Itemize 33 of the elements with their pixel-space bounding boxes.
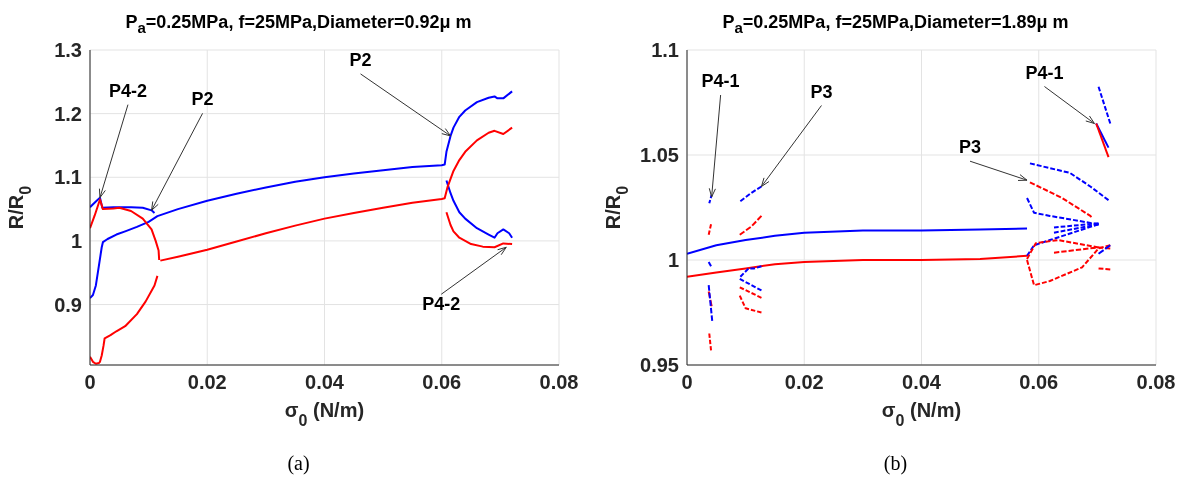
x-tick-label: 0.04	[305, 371, 345, 394]
x-axis-title: σ$_{0}$ (N/m)	[881, 399, 962, 429]
chart-title: P$_{a}$=0.25MPa, f=25MPa,Diameter=1.89μ m	[721, 12, 1070, 36]
x-axis-title: σ$_{0}$ (N/m)	[284, 399, 365, 429]
x-tick-label: 0	[84, 371, 96, 394]
annotation: P4-2	[422, 294, 461, 315]
annotation: P3	[959, 137, 982, 158]
text: (a)	[286, 452, 311, 475]
annotation: P4-1	[1025, 62, 1064, 83]
text: (b)	[882, 452, 909, 475]
y-tick-label: 1.2	[54, 102, 82, 125]
annotation: P4-1	[701, 71, 740, 91]
annotation: P2	[349, 49, 372, 70]
y-tick-label: 1	[667, 249, 679, 272]
chart-title: P$_{a}$=0.25MPa, f=25MPa,Diameter=0.92μ m	[124, 12, 473, 36]
x-tick-label: 0.08	[1136, 371, 1176, 394]
x-tick-label: 0.04	[902, 371, 942, 394]
y-tick-label: 1.1	[651, 39, 679, 62]
x-tick-label: 0	[681, 371, 693, 394]
y-tick-label: 1.05	[640, 144, 679, 167]
x-tick-label: 0.08	[539, 371, 579, 394]
y-tick-label: 1	[70, 230, 82, 253]
x-tick-label: 0.02	[187, 371, 227, 394]
annotation: P3	[810, 81, 833, 102]
x-tick-label: 0.06	[1019, 371, 1059, 394]
y-tick-label: 1.3	[54, 39, 82, 62]
annotation: P2	[191, 89, 214, 110]
x-tick-label: 0.06	[422, 371, 462, 394]
y-tick-label: 1.1	[54, 166, 82, 189]
y-tick-label: 0.9	[54, 293, 82, 316]
x-tick-label: 0.02	[784, 371, 824, 394]
y-tick-label: 0.95	[640, 354, 679, 377]
annotation: P4-2	[108, 80, 147, 101]
